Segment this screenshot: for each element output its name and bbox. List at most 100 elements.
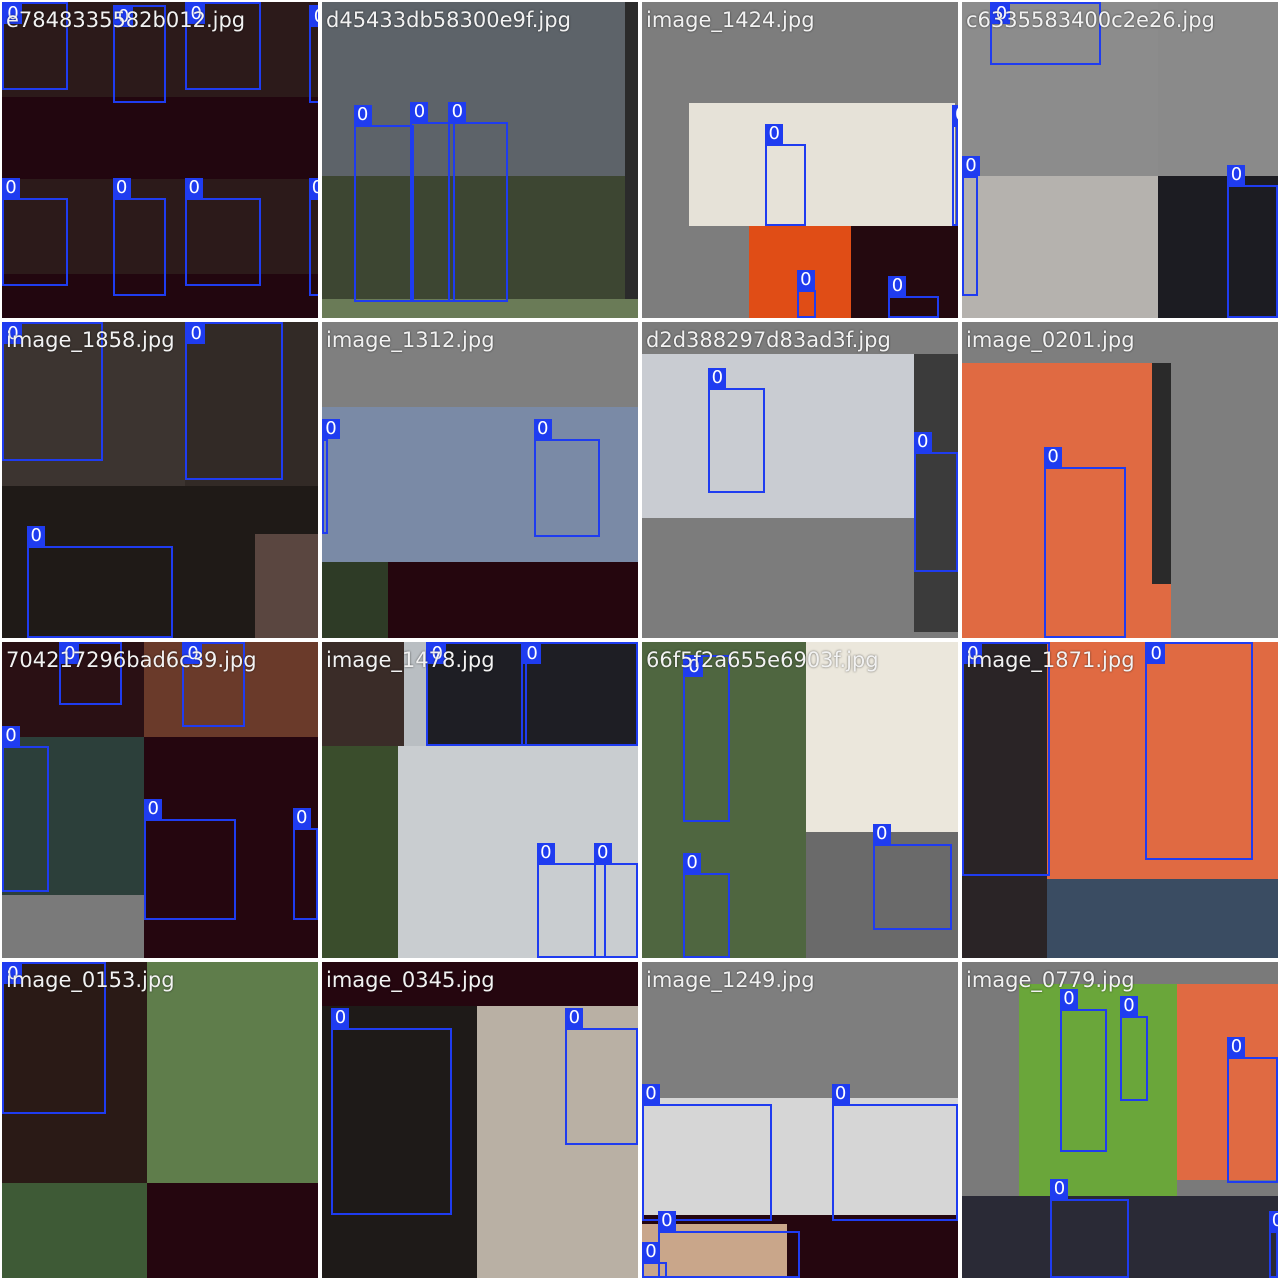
image-filename: e7848335582b012.jpg bbox=[6, 8, 246, 32]
image-region bbox=[642, 353, 914, 518]
image-region bbox=[1151, 363, 1171, 585]
detection-box: 0 bbox=[1145, 642, 1253, 861]
class-label: 0 bbox=[184, 644, 203, 664]
detection-box: 0 bbox=[1268, 1210, 1278, 1278]
detection-box: 0 bbox=[565, 1008, 638, 1146]
detection-box: 0 bbox=[2, 962, 107, 1114]
detection-box: 0 bbox=[1227, 1036, 1278, 1184]
image-region bbox=[806, 642, 958, 832]
detection-box: 0 bbox=[765, 124, 807, 227]
mosaic-tile: 0 0 0 image_1858.jpg bbox=[2, 322, 318, 638]
class-label: 0 bbox=[4, 4, 22, 24]
image-filename: 66f5f2a655e6903f.jpg bbox=[646, 648, 879, 672]
image-region bbox=[962, 175, 1158, 318]
mosaic-tile: 0 0 image_1312.jpg bbox=[322, 322, 638, 638]
class-label: 0 bbox=[913, 431, 932, 452]
image-filename: image_0779.jpg bbox=[966, 968, 1135, 992]
detection-box: 0 bbox=[657, 1210, 800, 1278]
mosaic-tile: 0 0 d2d388297d83ad3f.jpg bbox=[642, 322, 958, 638]
image-filename: image_0201.jpg bbox=[966, 328, 1135, 352]
detection-box: 0 bbox=[962, 155, 980, 296]
class-label: 0 bbox=[114, 7, 133, 28]
detection-box: 0 bbox=[27, 526, 173, 638]
detection-box: 0 bbox=[642, 1242, 668, 1278]
image-region bbox=[254, 533, 318, 638]
detection-box: 0 bbox=[185, 2, 262, 91]
detection-box: 0 bbox=[2, 322, 104, 462]
image-region bbox=[322, 746, 398, 958]
class-label: 0 bbox=[448, 102, 467, 123]
class-label: 0 bbox=[951, 105, 958, 126]
mosaic-tile: 0 0 0 0 image_1478.jpg bbox=[322, 642, 638, 958]
class-label: 0 bbox=[310, 7, 318, 28]
detection-box: 0 bbox=[112, 177, 167, 296]
detection-box: 0 bbox=[308, 177, 318, 296]
image-region bbox=[2, 1183, 148, 1278]
detection-box: 0 bbox=[410, 102, 455, 303]
detection-box: 0 bbox=[2, 726, 50, 892]
mosaic-tile: 0 0 image_0345.jpg bbox=[322, 962, 638, 1278]
mosaic-tile: 0 0 0 0 0 704217296bad6c39.jpg bbox=[2, 642, 318, 958]
detection-box: 0 bbox=[292, 808, 318, 921]
class-label: 0 bbox=[410, 102, 429, 123]
class-label: 0 bbox=[1120, 995, 1138, 1016]
class-label: 0 bbox=[27, 526, 46, 547]
detection-box: 0 bbox=[831, 1084, 958, 1222]
detection-box: 0 bbox=[913, 431, 958, 572]
class-label: 0 bbox=[60, 644, 79, 664]
detection-box: 0 bbox=[2, 2, 69, 91]
image-filename: image_0153.jpg bbox=[6, 968, 175, 992]
detection-box: 0 bbox=[1120, 995, 1149, 1102]
class-label: 0 bbox=[796, 269, 815, 290]
detection-box: 0 bbox=[533, 418, 601, 537]
class-label: 0 bbox=[1050, 1179, 1069, 1199]
image-region bbox=[689, 103, 955, 227]
image-region bbox=[962, 363, 1171, 638]
mosaic-tile: 0 0 0 66f5f2a655e6903f.jpg bbox=[642, 642, 958, 958]
mosaic-tile: 0 0 0 c6335583400c2e26.jpg bbox=[962, 2, 1278, 318]
class-label: 0 bbox=[1227, 165, 1246, 186]
mosaic-tile: 00000000e7848335582b012.jpg bbox=[2, 2, 318, 318]
image-region bbox=[144, 642, 318, 737]
detection-box: 0 bbox=[872, 824, 952, 930]
class-label: 0 bbox=[292, 808, 311, 829]
detection-box: 0 bbox=[990, 2, 1102, 66]
class-label: 0 bbox=[683, 852, 702, 873]
detection-box: 0 bbox=[1044, 447, 1127, 638]
image-filename: c6335583400c2e26.jpg bbox=[966, 8, 1215, 32]
image-region bbox=[2, 962, 148, 1184]
detection-box: 0 bbox=[1059, 989, 1108, 1152]
detection-box: 0 bbox=[683, 654, 731, 823]
class-label: 0 bbox=[112, 177, 131, 198]
mosaic-tile: 0 image_0201.jpg bbox=[962, 322, 1278, 638]
mosaic-tile: 0 0 0 0 image_1249.jpg bbox=[642, 962, 958, 1278]
class-label: 0 bbox=[992, 4, 1011, 24]
detection-box: 0 bbox=[182, 642, 246, 728]
class-label: 0 bbox=[593, 843, 612, 864]
image-region bbox=[322, 642, 405, 747]
class-label: 0 bbox=[888, 275, 907, 296]
detection-box: 0 bbox=[322, 418, 340, 534]
image-region bbox=[2, 2, 160, 97]
class-label: 0 bbox=[533, 418, 552, 439]
class-label: 0 bbox=[1227, 1036, 1246, 1057]
detection-box: 0 bbox=[593, 843, 638, 958]
detection-box: 0 bbox=[683, 852, 731, 958]
image-region bbox=[147, 962, 318, 1184]
class-label: 0 bbox=[4, 964, 22, 984]
image-region bbox=[1018, 984, 1177, 1196]
class-label: 0 bbox=[536, 843, 555, 864]
image-filename: d2d388297d83ad3f.jpg bbox=[646, 328, 891, 352]
image-region bbox=[2, 894, 145, 958]
image-region bbox=[322, 322, 638, 408]
detection-box: 0 bbox=[185, 177, 262, 287]
detection-box: 0 bbox=[962, 642, 1051, 876]
class-label: 0 bbox=[322, 418, 340, 439]
class-label: 0 bbox=[657, 1210, 676, 1231]
detection-box: 0 bbox=[144, 798, 236, 921]
image-region bbox=[476, 1006, 638, 1278]
class-label: 0 bbox=[962, 155, 980, 176]
mosaic-tile: 0 0 0 d45433db58300e9f.jpg bbox=[322, 2, 638, 318]
class-label: 0 bbox=[1059, 989, 1078, 1010]
